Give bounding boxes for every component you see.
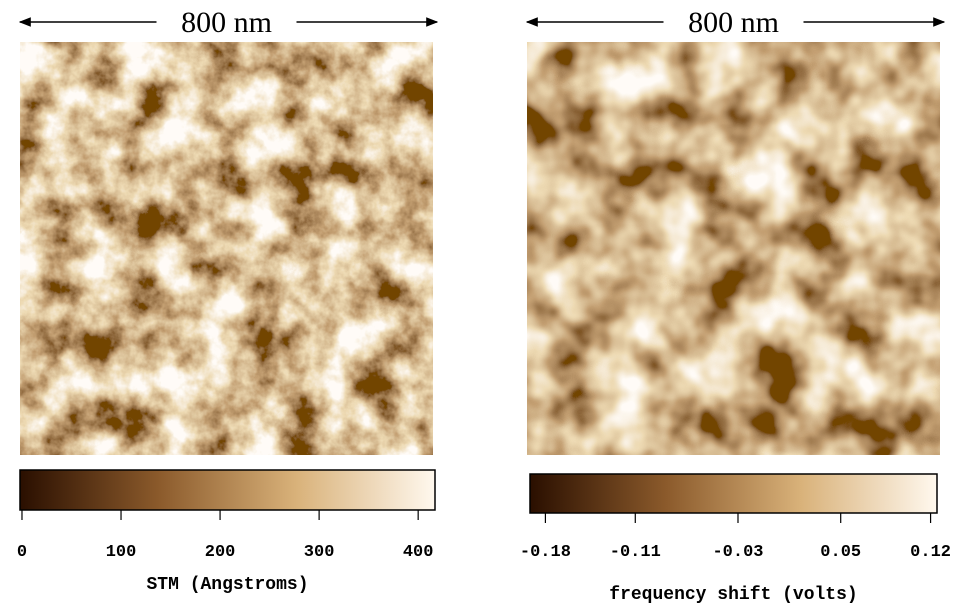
tick-label: 0.05 (820, 543, 861, 562)
colorbar-label: STM (Angstroms) (146, 575, 308, 595)
colorbar (529, 473, 938, 514)
tick-label: -0.18 (520, 543, 571, 562)
colorbar (19, 469, 436, 511)
tick-label: 300 (304, 543, 335, 562)
microscopy-image (20, 42, 433, 455)
scale-label: 800 nm (181, 6, 272, 39)
tick-label: -0.03 (712, 543, 763, 562)
tick-label: 200 (205, 543, 236, 562)
tick-label: 0.12 (910, 543, 951, 562)
colorbar-label: frequency shift (volts) (609, 585, 857, 604)
tick-label: 400 (403, 543, 434, 562)
microscopy-image (527, 42, 940, 455)
tick-label: -0.11 (610, 543, 661, 562)
tick-label: 0 (17, 543, 27, 562)
tick-label: 100 (106, 543, 137, 562)
scale-label: 800 nm (688, 6, 779, 39)
